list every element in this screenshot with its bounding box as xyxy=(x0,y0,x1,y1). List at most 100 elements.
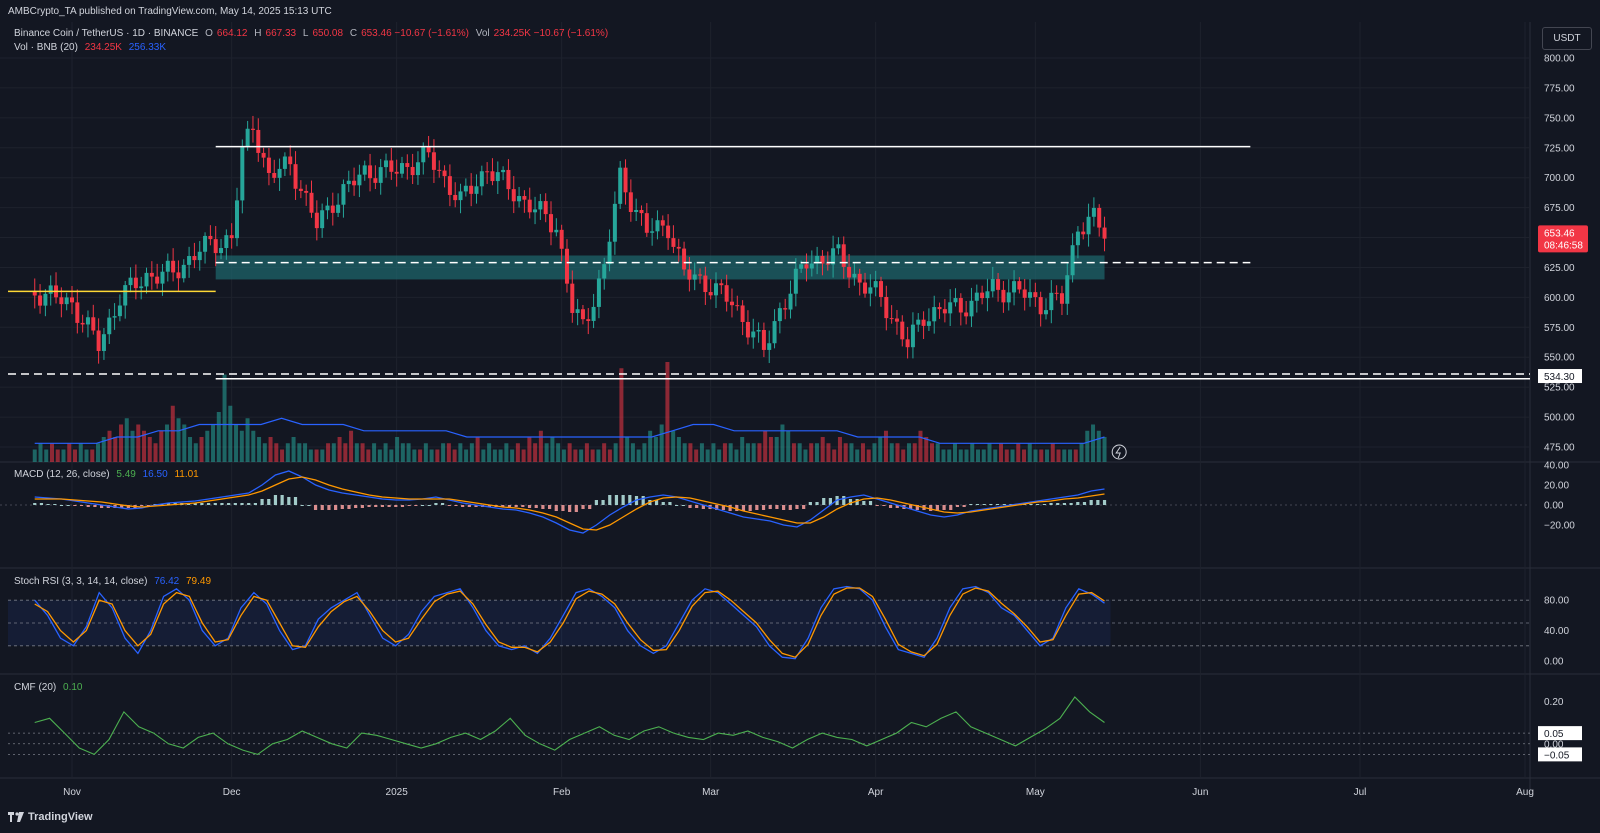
candle-body xyxy=(101,334,106,351)
volume-bar xyxy=(901,449,906,462)
macd-histogram-bar xyxy=(761,505,766,510)
volume-bar xyxy=(533,443,538,462)
macd-histogram-bar xyxy=(594,500,598,505)
candle-body xyxy=(410,166,415,176)
macd-histogram-bar xyxy=(240,503,244,505)
candle-body xyxy=(378,167,383,183)
candle-body xyxy=(463,185,468,192)
candle-body xyxy=(399,163,404,174)
candle-body xyxy=(772,321,777,344)
macd-histogram-bar xyxy=(982,504,986,505)
stoch-d-value: 79.49 xyxy=(186,576,212,587)
volume-bar xyxy=(820,437,825,462)
macd-histogram-bar xyxy=(380,505,385,507)
volume-bar xyxy=(734,449,739,462)
candle-body xyxy=(926,321,931,326)
tradingview-brand[interactable]: TradingView xyxy=(8,811,93,823)
candle-body xyxy=(155,276,160,284)
currency-button[interactable]: USDT xyxy=(1542,27,1592,50)
candle-body xyxy=(304,190,309,193)
candle-body xyxy=(405,163,410,167)
volume-bar xyxy=(435,449,440,462)
volume-bar xyxy=(780,424,785,462)
volume-bar xyxy=(49,443,54,462)
time-tick-label: Apr xyxy=(868,787,884,798)
volume-bar xyxy=(527,437,532,462)
cmf-tick-label: −0.05 xyxy=(1544,750,1570,761)
candle-body xyxy=(985,291,990,299)
macd-histogram-bar xyxy=(293,497,298,505)
volume-bar xyxy=(918,430,923,462)
macd-histogram-bar xyxy=(628,495,632,505)
macd-histogram-bar xyxy=(1002,504,1006,505)
volume-bar xyxy=(694,449,699,462)
macd-histogram-bar xyxy=(146,505,151,506)
macd-histogram-bar xyxy=(568,505,572,512)
candle-body xyxy=(644,213,649,233)
macd-histogram-bar xyxy=(407,505,411,506)
candle-body xyxy=(937,307,942,310)
macd-histogram-bar xyxy=(868,501,873,505)
volume-bar xyxy=(383,443,388,462)
candle-body xyxy=(735,305,740,307)
volume-bar xyxy=(538,430,543,462)
macd-histogram-bar xyxy=(915,505,919,510)
volume-bar xyxy=(1085,430,1090,462)
volume-bar xyxy=(234,424,239,462)
volume-bar xyxy=(159,430,164,462)
volume-bar xyxy=(182,424,187,462)
volume-bar xyxy=(590,449,595,462)
candle-body xyxy=(421,146,426,163)
macd-histogram-bar xyxy=(888,505,893,508)
candle-body xyxy=(96,330,101,351)
stoch-k-value: 76.42 xyxy=(154,576,180,587)
volume-bar xyxy=(101,437,106,462)
volume-bar xyxy=(124,418,129,462)
candle-body xyxy=(192,256,197,261)
volume-bar xyxy=(492,449,497,462)
candle-body xyxy=(815,255,820,264)
macd-histogram-bar xyxy=(1102,500,1107,505)
volume-bar xyxy=(245,418,250,462)
candle-body xyxy=(1012,281,1017,293)
volume-bar xyxy=(579,449,584,462)
candle-body xyxy=(479,171,484,187)
macd-histogram-bar xyxy=(741,505,746,511)
macd-histogram-bar xyxy=(220,503,224,505)
last-price-tag xyxy=(1538,225,1588,253)
macd-histogram-bar xyxy=(79,505,84,506)
macd-histogram-bar xyxy=(962,505,966,507)
volume-bar xyxy=(929,443,934,462)
ohlc-open-key: O xyxy=(205,28,213,39)
candle-body xyxy=(831,248,836,265)
volume-bar xyxy=(170,405,175,462)
candle-body xyxy=(714,283,719,296)
volume-bar xyxy=(1027,443,1032,462)
candle-body xyxy=(282,156,287,169)
volume-bar xyxy=(130,430,135,462)
candle-body xyxy=(591,306,596,321)
volume-bar xyxy=(659,424,664,462)
price-tick-label: 750.00 xyxy=(1544,113,1575,124)
marked-level-value: 534.30 xyxy=(1544,372,1575,383)
candle-body xyxy=(203,235,208,252)
ohlc-high-value: 667.33 xyxy=(265,28,297,39)
volume-bar xyxy=(837,437,842,462)
volume-bar xyxy=(976,449,981,462)
macd-histogram-bar xyxy=(935,505,939,511)
volume-bar xyxy=(349,430,354,462)
macd-histogram-bar xyxy=(728,505,732,511)
candle-body xyxy=(261,152,266,158)
volume-bar xyxy=(866,449,871,462)
volume-bar xyxy=(487,443,492,462)
candle-body xyxy=(224,235,229,249)
macd-histogram-bar xyxy=(581,505,585,509)
candle-body xyxy=(266,157,271,173)
stoch-tick-label: 80.00 xyxy=(1544,596,1569,607)
volume-bar xyxy=(1091,424,1096,462)
candle-body xyxy=(48,285,53,294)
volume-bar xyxy=(360,443,365,462)
volume-bar xyxy=(78,443,83,462)
cmf-label: CMF (20) xyxy=(14,682,57,693)
